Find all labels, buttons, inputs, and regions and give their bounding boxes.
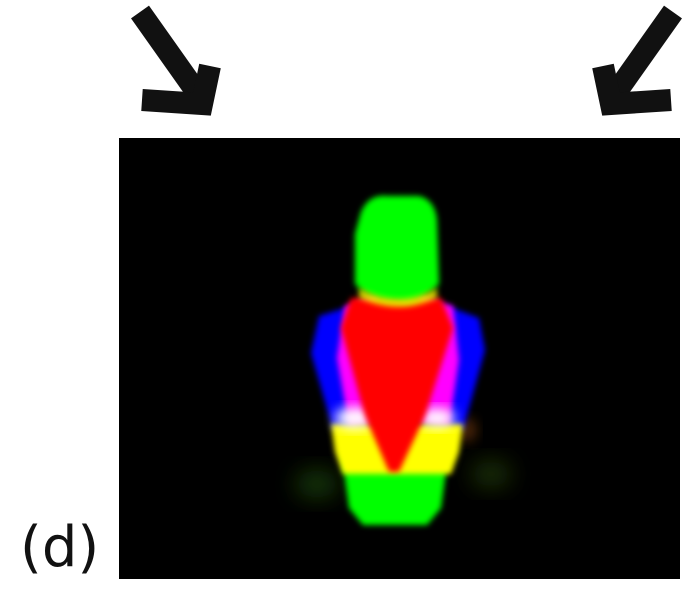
panel-label: (d) xyxy=(20,515,100,580)
figure-image-panel xyxy=(119,138,680,579)
arrow-down-left-icon xyxy=(592,5,682,116)
arrow-down-right-icon xyxy=(131,5,221,116)
blurred-figure-illustration xyxy=(119,138,680,579)
